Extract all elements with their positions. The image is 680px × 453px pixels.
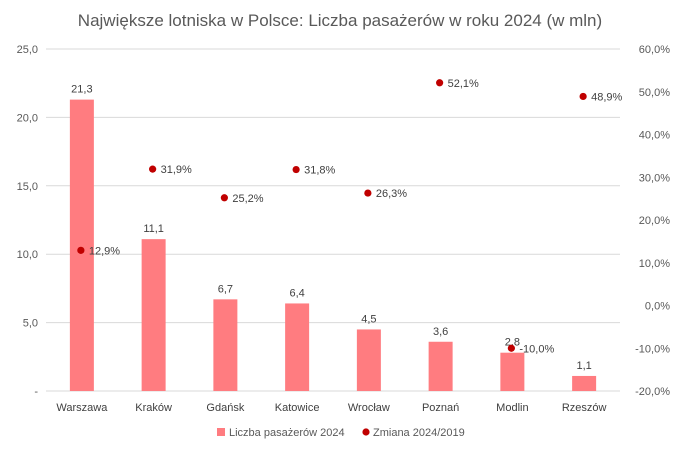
x-axis: Warszawa Kraków Gdańsk Katowice Wrocław Pozna… (56, 402, 606, 414)
point-data-label: 12,9% (89, 245, 120, 257)
bar (141, 239, 166, 391)
bar-data-label: 3,6 (433, 326, 448, 338)
bar (500, 352, 525, 391)
scatter-point (149, 165, 157, 173)
left-tick-label: 10,0 (17, 249, 38, 261)
bar (213, 299, 238, 391)
left-y-axis: - 5,0 10,0 15,0 20,0 25,0 (17, 44, 39, 398)
bar-data-label: 4,5 (361, 313, 376, 325)
bar (69, 99, 94, 391)
legend-label-scatter: Zmiana 2024/2019 (373, 427, 465, 439)
chart-title: Największe lotniska w Polsce: Liczba pas… (78, 11, 602, 30)
x-tick-label: Rzeszów (562, 402, 607, 414)
left-tick-label: 15,0 (17, 181, 38, 193)
bar-data-label: 2,8 (505, 337, 520, 349)
bar-data-label: 1,1 (576, 360, 591, 372)
bar (428, 341, 453, 391)
gridlines (46, 48, 620, 392)
bar-data-label: 21,3 (71, 84, 92, 96)
left-tick-label: - (34, 386, 38, 398)
scatter-point (579, 92, 587, 101)
x-tick-label: Katowice (275, 402, 320, 414)
legend: Liczba pasażerów 2024 Zmiana 2024/2019 (217, 427, 465, 439)
point-data-label: 52,1% (448, 78, 479, 90)
right-tick-label: 60,0% (639, 44, 670, 56)
right-tick-label: -20,0% (635, 386, 670, 398)
left-tick-label: 20,0 (17, 112, 38, 124)
bar (285, 303, 310, 391)
right-tick-label: -10,0% (635, 343, 670, 355)
right-tick-label: 40,0% (639, 130, 670, 142)
x-tick-label: Kraków (135, 402, 172, 414)
bar (572, 375, 597, 391)
right-tick-label: 10,0% (639, 258, 670, 270)
point-data-label: 26,3% (376, 188, 407, 200)
left-tick-label: 25,0 (17, 44, 38, 56)
right-tick-label: 50,0% (639, 87, 670, 99)
bar (356, 329, 381, 391)
bar-data-label: 11,1 (143, 223, 164, 235)
point-data-label: 25,2% (232, 193, 263, 205)
point-data-label: -10,0% (519, 343, 554, 355)
scatter-point (364, 189, 372, 197)
legend-label-bar: Liczba pasażerów 2024 (229, 427, 345, 439)
legend-swatch-scatter (362, 428, 370, 436)
right-y-axis: -20,0% -10,0% 0,0% 10,0% 20,0% 30,0% 40,0% 50,0… (635, 44, 670, 398)
legend-swatch-bar (217, 428, 225, 436)
point-data-label: 48,9% (591, 91, 622, 103)
scatter-point (220, 194, 228, 202)
point-data-label: 31,9% (161, 164, 192, 176)
x-tick-label: Poznań (422, 402, 459, 414)
bar-data-label: 6,7 (218, 283, 233, 295)
left-tick-label: 5,0 (23, 318, 38, 330)
right-tick-label: 20,0% (639, 215, 670, 227)
scatter-point (77, 246, 85, 254)
right-tick-label: 30,0% (639, 172, 670, 184)
scatter-point (436, 79, 444, 87)
x-tick-label: Warszawa (56, 402, 108, 414)
x-tick-label: Wrocław (348, 402, 390, 414)
point-data-label: 31,8% (304, 165, 335, 177)
x-tick-label: Gdańsk (206, 402, 244, 414)
scatter-series: 12,9% 31,9% 25,2% 31,8% 26,3% 52,1% -10,0% 48,9… (77, 78, 623, 355)
right-tick-label: 0,0% (645, 301, 670, 313)
bar-series: 21,3 11,1 6,7 6,4 4,5 3,6 2,8 1,1 (69, 84, 597, 391)
scatter-point (507, 344, 515, 352)
x-tick-label: Modlin (496, 402, 528, 414)
bar-data-label: 6,4 (289, 287, 304, 299)
scatter-point (292, 165, 300, 174)
